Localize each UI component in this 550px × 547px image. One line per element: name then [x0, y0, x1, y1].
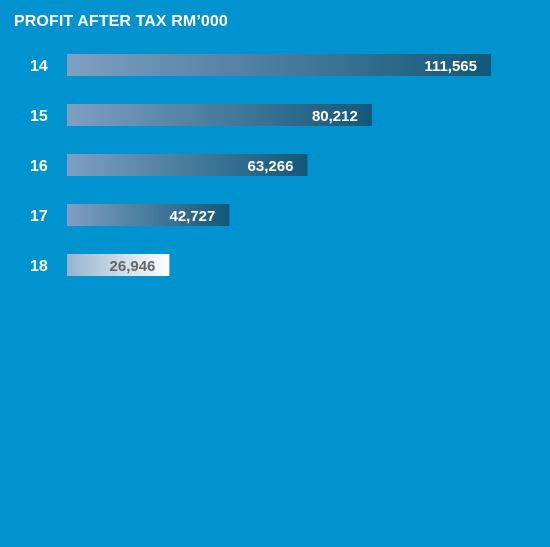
bar-17 [67, 204, 230, 226]
value-label-17: 42,727 [169, 208, 215, 225]
value-label-18: 26,946 [110, 258, 156, 275]
bars-layer: 14 111,565 15 80,212 16 63,266 17 42,727 18 26,94… [30, 54, 491, 276]
value-label-16: 63,266 [248, 158, 294, 175]
category-label-18: 18 [30, 258, 48, 275]
bar-15 [67, 104, 372, 126]
bar-row-18: 18 26,946 [30, 254, 170, 276]
category-label-14: 14 [30, 58, 48, 75]
bar-row-16: 16 63,266 [30, 154, 308, 176]
category-label-16: 16 [30, 158, 48, 175]
chart-title: PROFIT AFTER TAX RM’000 [14, 13, 228, 30]
bar-row-14: 14 111,565 [30, 54, 491, 76]
bar-row-17: 17 42,727 [30, 204, 230, 226]
bar-16 [67, 154, 308, 176]
value-label-14: 111,565 [424, 58, 477, 75]
bar-row-15: 15 80,212 [30, 104, 372, 126]
bar-18 [67, 254, 170, 276]
category-label-15: 15 [30, 108, 48, 125]
bar-14 [67, 54, 491, 76]
value-label-15: 80,212 [312, 108, 358, 125]
category-label-17: 17 [30, 208, 48, 225]
